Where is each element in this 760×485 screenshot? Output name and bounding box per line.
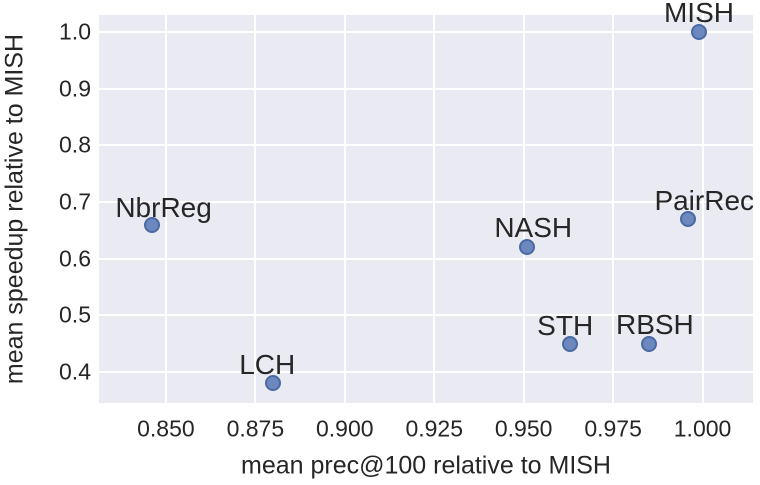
v-gridline — [343, 15, 346, 403]
v-gridline — [612, 15, 615, 403]
data-point-mish — [690, 23, 707, 40]
v-gridline — [164, 15, 167, 403]
point-annotation-mish: MISH — [663, 0, 734, 28]
y-tick-label: 0.6 — [59, 245, 91, 272]
v-gridline — [701, 15, 704, 403]
h-gridline — [99, 30, 753, 33]
y-axis-label: mean speedup relative to MISH — [0, 33, 29, 385]
v-gridline — [254, 15, 257, 403]
point-annotation-rbsh: RBSH — [615, 308, 694, 340]
h-gridline — [99, 87, 753, 90]
data-point-nbrreg — [143, 216, 160, 233]
h-gridline — [99, 370, 753, 373]
h-gridline — [99, 144, 753, 147]
x-tick-label: 0.875 — [226, 415, 285, 442]
y-tick-label: 0.5 — [59, 301, 91, 328]
x-axis-label: mean prec@100 relative to MISH — [241, 451, 611, 480]
y-tick-label: 1.0 — [59, 18, 91, 45]
v-gridline — [522, 15, 525, 403]
point-annotation-sth: STH — [537, 309, 594, 341]
y-tick-label: 0.7 — [59, 188, 91, 215]
data-point-nash — [519, 239, 536, 256]
h-gridline — [99, 200, 753, 203]
h-gridline — [99, 314, 753, 317]
h-gridline — [99, 257, 753, 260]
x-tick-label: 0.925 — [405, 415, 463, 442]
x-tick-label: 0.950 — [494, 415, 553, 442]
y-tick-label: 0.9 — [59, 75, 91, 102]
y-tick-label: 0.8 — [59, 131, 91, 158]
v-gridline — [433, 15, 436, 403]
data-point-rbsh — [640, 335, 657, 352]
point-annotation-lch: LCH — [239, 349, 296, 381]
x-tick-label: 1.000 — [673, 415, 732, 442]
x-tick-label: 0.975 — [584, 415, 642, 442]
x-tick-label: 0.900 — [316, 415, 374, 442]
data-point-pairrec — [680, 210, 697, 227]
point-annotation-nbrreg: NbrReg — [115, 191, 212, 223]
data-point-sth — [562, 335, 579, 352]
point-annotation-nash: NASH — [494, 212, 573, 244]
data-point-lch — [265, 375, 282, 392]
x-tick-label: 0.850 — [137, 415, 195, 442]
y-tick-label: 0.4 — [59, 358, 91, 385]
point-annotation-pairrec: PairRec — [654, 184, 755, 216]
